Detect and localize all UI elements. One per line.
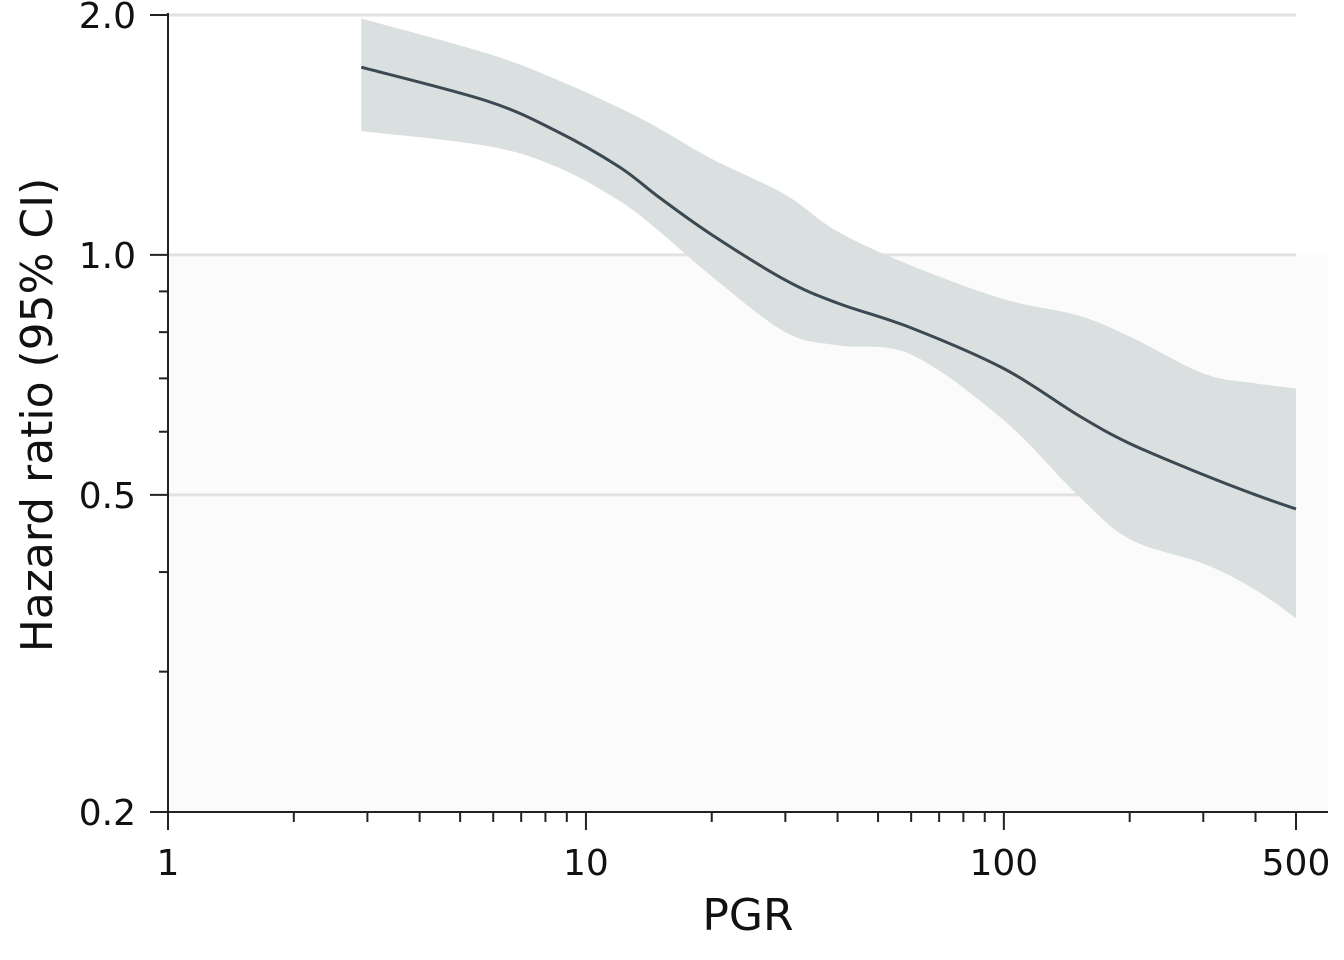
y-axis-title: Hazard ratio (95% CI) — [12, 178, 63, 653]
x-axis-title: PGR — [702, 890, 793, 941]
x-tick-label: 1 — [157, 843, 180, 884]
axes — [150, 13, 1328, 830]
x-tick-labels: 1 10 100 500 — [157, 843, 1331, 884]
x-tick-label: 500 — [1262, 843, 1331, 884]
y-tick-label: 1.0 — [79, 236, 136, 277]
hazard-ratio-line — [360, 65, 1297, 511]
x-tick-label: 10 — [563, 843, 609, 884]
confidence-band-layer — [361, 18, 1297, 619]
hazard-line-layer — [360, 65, 1297, 511]
y-tick-labels: 0.2 0.5 1.0 2.0 — [79, 0, 136, 834]
y-tick-label: 2.0 — [79, 0, 136, 37]
x-tick-label: 100 — [970, 843, 1039, 884]
y-tick-label: 0.2 — [79, 793, 136, 834]
confidence-band — [361, 18, 1297, 619]
y-tick-label: 0.5 — [79, 476, 136, 517]
